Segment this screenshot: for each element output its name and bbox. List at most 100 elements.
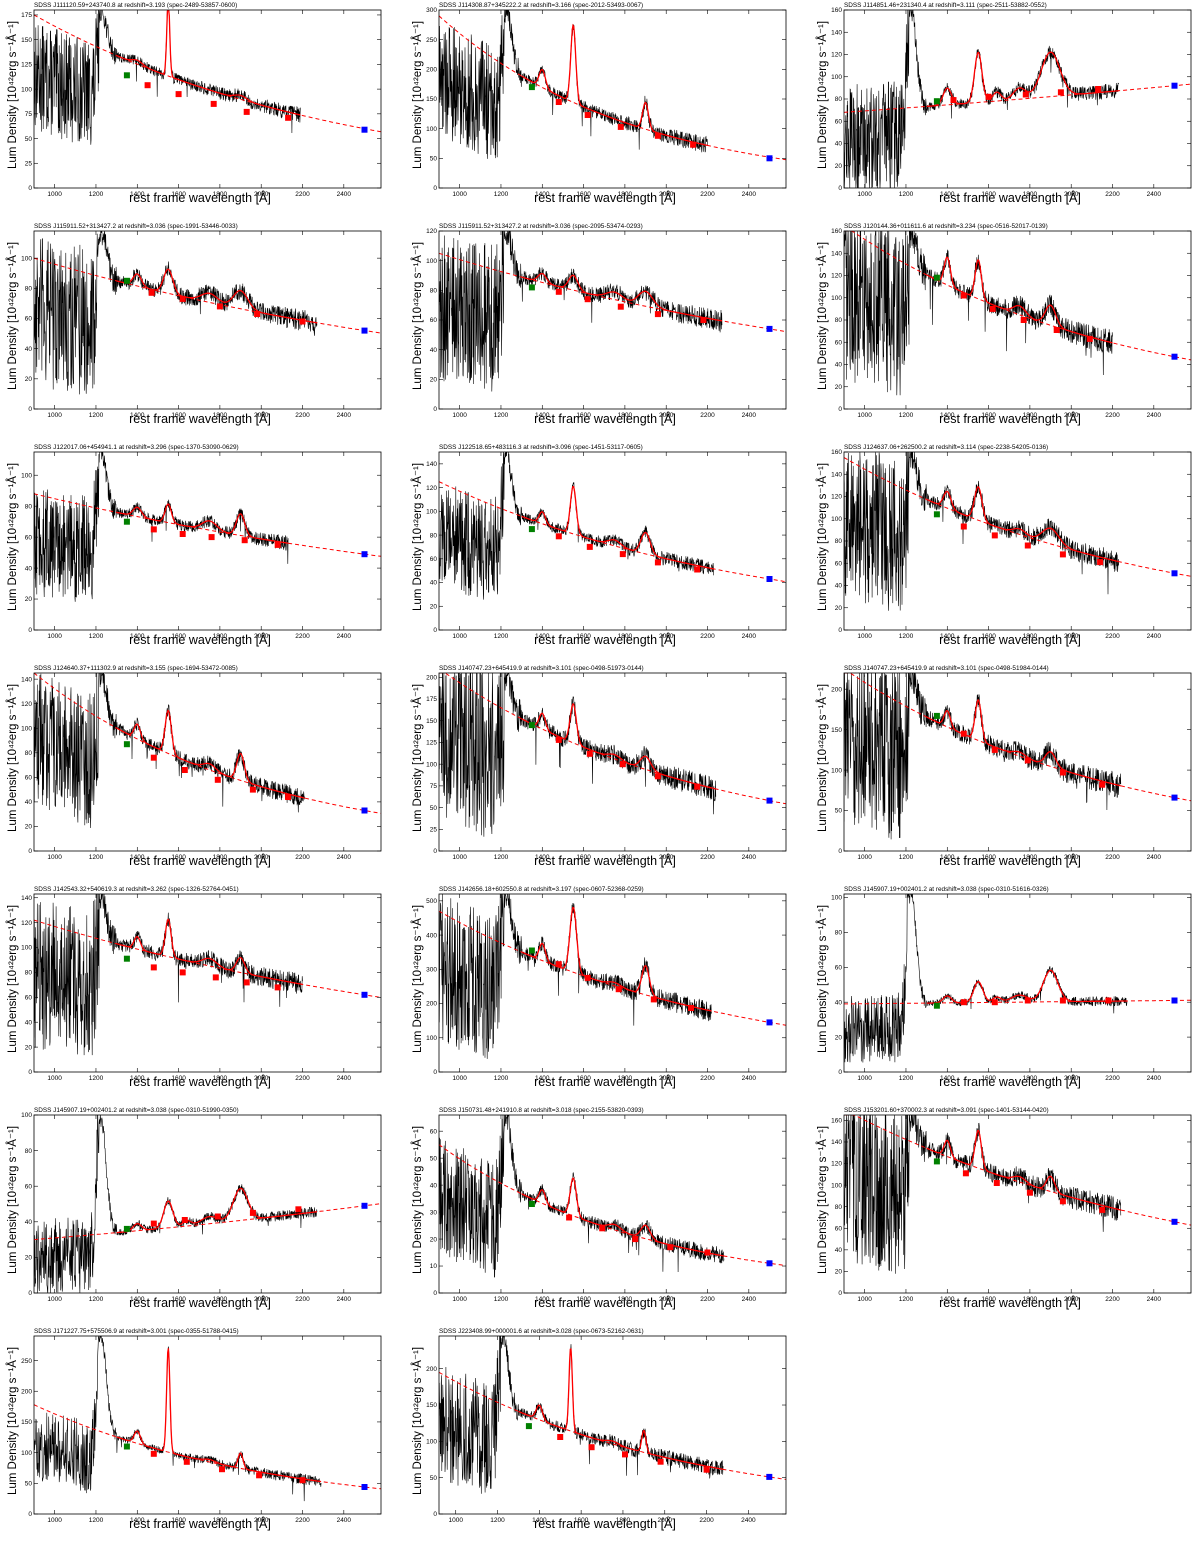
continuum-window-point	[586, 750, 593, 757]
x-axis-label: rest frame wavelength [Å]	[939, 412, 1081, 426]
x-tick-label: 2200	[295, 1075, 310, 1082]
model-fit-line	[116, 1348, 322, 1483]
continuum-dashed-line	[34, 14, 381, 133]
spectrum-panel: 1000 1200 1400 1600 1800 2000 2200 2400 0 20 40 60 8…	[810, 884, 1200, 1105]
y-tick-label: 160	[831, 7, 842, 14]
continuum-window-point	[1086, 335, 1093, 342]
x-tick-label: 2400	[337, 1075, 352, 1082]
continuum-window-point	[555, 961, 562, 968]
y-tick-label: 150	[426, 718, 437, 725]
continuum-window-point	[599, 1225, 606, 1232]
marker-2500-point	[1171, 997, 1178, 1004]
x-tick-label: 2000	[254, 633, 269, 640]
x-tick-label: 2200	[1105, 633, 1120, 640]
axes-frame	[33, 9, 382, 189]
x-tick-label: 1600	[981, 412, 996, 419]
continuum-window-point	[654, 132, 661, 139]
y-tick-label: 0	[28, 848, 32, 855]
x-tick-label: 1800	[618, 633, 633, 640]
y-tick-label: 20	[430, 1236, 438, 1243]
continuum-window-point	[950, 97, 957, 104]
continuum-window-point	[654, 773, 661, 780]
y-tick-label: 30	[430, 1209, 438, 1216]
continuum-window-point	[555, 99, 562, 105]
x-tick-label: 1200	[89, 633, 104, 640]
y-axis-label: Lum Density [10⁴²erg s⁻¹Å⁻¹]	[412, 904, 424, 1054]
y-tick-label: 50	[25, 1481, 33, 1488]
continuum-window-point	[216, 303, 223, 310]
y-tick-label: 300	[426, 7, 437, 14]
y-tick-label: 40	[835, 141, 843, 148]
observed-spectrum-line	[34, 894, 303, 1056]
marker-2500-point	[766, 1473, 773, 1480]
x-tick-label: 2000	[659, 1296, 674, 1303]
x-tick-label: 1800	[1023, 1296, 1038, 1303]
observed-spectrum-line	[34, 452, 289, 602]
y-tick-label: 25	[430, 826, 438, 833]
x-tick-label: 1400	[532, 1517, 547, 1524]
y-axis-label: Lum Density [10⁴²erg s⁻¹Å⁻¹]	[7, 904, 19, 1054]
spectrum-panel: 1000 1200 1400 1600 1800 2000 2200 2400 0 20 40 60 8…	[405, 221, 805, 442]
y-axis-label: Lum Density [10⁴²erg s⁻¹Å⁻¹]	[7, 241, 19, 391]
continuum-window-point	[179, 295, 186, 302]
x-axis-label: rest frame wavelength [Å]	[939, 854, 1081, 868]
spectrum-panel: 1000 1200 1400 1600 1800 2000 2200 2400 0 25 50 75 1…	[405, 663, 805, 884]
y-tick-label: 150	[426, 1402, 437, 1409]
panel-title: SDSS J111120.59+243740.8 at redshift=3.1…	[34, 2, 238, 9]
y-tick-label: 40	[25, 1219, 33, 1226]
marker-2500-point	[766, 1019, 773, 1026]
continuum-window-point	[619, 761, 626, 768]
spectrum-panel: 1000 1200 1400 1600 1800 2000 2200 2400 0 20 40 60 8…	[0, 884, 400, 1105]
y-tick-label: 0	[433, 1290, 437, 1297]
continuum-dashed-line	[439, 910, 786, 1026]
spectrum-plot: 1000 1200 1400 1600 1800 2000 2200 2400 0 20 40 60 8…	[426, 228, 787, 419]
x-tick-label: 2000	[254, 1296, 269, 1303]
marker-2500-point	[361, 1202, 368, 1209]
y-tick-label: 150	[831, 727, 842, 734]
y-tick-label: 40	[25, 799, 33, 806]
continuum-window-point	[617, 303, 624, 310]
continuum-dashed-line	[34, 673, 381, 814]
x-tick-label: 2200	[1105, 854, 1120, 861]
observed-spectrum-line	[34, 1336, 322, 1502]
continuum-window-point	[208, 534, 215, 541]
spectrum-plot: 1000 1200 1400 1600 1800 2000 2200 2400 0 20 40 60 8…	[21, 230, 382, 419]
continuum-window-point	[657, 1458, 664, 1465]
x-axis-label: rest frame wavelength [Å]	[129, 412, 271, 426]
marker-2500-point	[766, 155, 773, 162]
y-tick-label: 160	[831, 449, 842, 456]
x-tick-label: 2200	[295, 412, 310, 419]
y-tick-label: 80	[835, 930, 843, 937]
panel-title: SDSS J124637.06+262500.2 at redshift=3.1…	[844, 444, 1049, 451]
panel-title: SDSS J122017.06+454941.1 at redshift=3.2…	[34, 444, 239, 451]
spectrum-plot: 1000 1200 1400 1600 1800 2000 2200 2400 0 20 40 60 8…	[831, 7, 1192, 198]
model-fit-line	[518, 1348, 724, 1470]
y-tick-label: 0	[28, 1290, 32, 1297]
continuum-dashed-line	[439, 481, 786, 583]
marker-1350-point	[528, 722, 535, 729]
continuum-window-point	[144, 82, 151, 89]
y-tick-label: 0	[28, 185, 32, 192]
y-tick-label: 80	[25, 1148, 33, 1155]
y-tick-label: 100	[426, 761, 437, 768]
y-axis-label: Lum Density [10⁴²erg s⁻¹Å⁻¹]	[412, 20, 424, 170]
continuum-window-point	[150, 964, 157, 971]
y-tick-label: 60	[25, 1183, 33, 1190]
y-tick-label: 120	[831, 273, 842, 280]
continuum-window-point	[274, 541, 281, 548]
x-tick-label: 1000	[452, 412, 467, 419]
y-tick-label: 50	[430, 1155, 438, 1162]
continuum-window-point	[700, 317, 707, 323]
x-tick-label: 1200	[899, 412, 914, 419]
y-tick-label: 50	[430, 156, 438, 163]
continuum-window-point	[150, 526, 157, 533]
continuum-dashed-line	[34, 257, 381, 334]
y-tick-label: 0	[838, 1290, 842, 1297]
y-tick-label: 60	[430, 1128, 438, 1135]
x-tick-label: 1200	[494, 191, 509, 198]
spectrum-plot: 1000 1200 1400 1600 1800 2000 2200 2400 0 100 200 3…	[426, 893, 787, 1082]
spectrum-plot: 1000 1200 1400 1600 1800 2000 2200 2400 0 20 40 60 8…	[21, 1112, 382, 1303]
x-tick-label: 1800	[213, 1075, 228, 1082]
x-tick-label: 1000	[857, 854, 872, 861]
x-tick-label: 2400	[337, 191, 352, 198]
